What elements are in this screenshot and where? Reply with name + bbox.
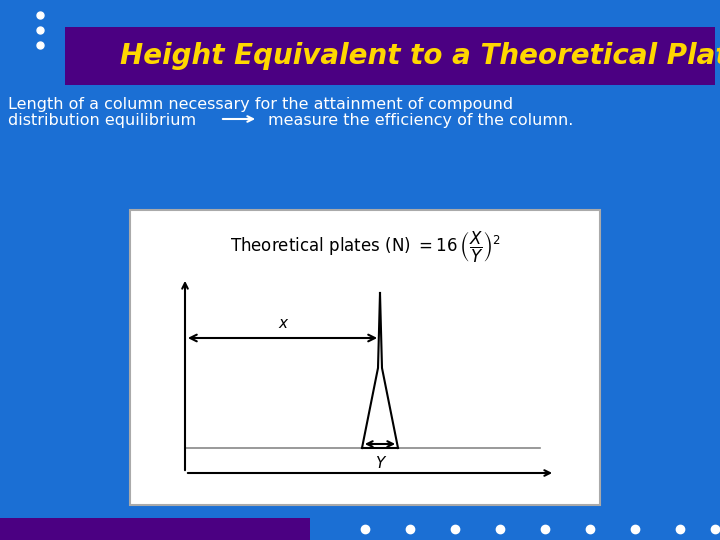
Text: Height Equivalent to a Theoretical Plate: Height Equivalent to a Theoretical Plate — [120, 42, 720, 70]
FancyBboxPatch shape — [0, 518, 310, 540]
FancyBboxPatch shape — [65, 27, 715, 85]
Text: x: x — [278, 316, 287, 331]
Text: Length of a column necessary for the attainment of compound: Length of a column necessary for the att… — [8, 97, 513, 112]
FancyBboxPatch shape — [130, 210, 600, 505]
Text: Theoretical plates (N) $= 16\,\left(\dfrac{X}{Y}\right)^{2}$: Theoretical plates (N) $= 16\,\left(\dfr… — [230, 230, 500, 265]
Text: Y: Y — [375, 456, 384, 471]
Text: measure the efficiency of the column.: measure the efficiency of the column. — [268, 113, 573, 128]
Text: distribution equilibrium: distribution equilibrium — [8, 113, 196, 128]
